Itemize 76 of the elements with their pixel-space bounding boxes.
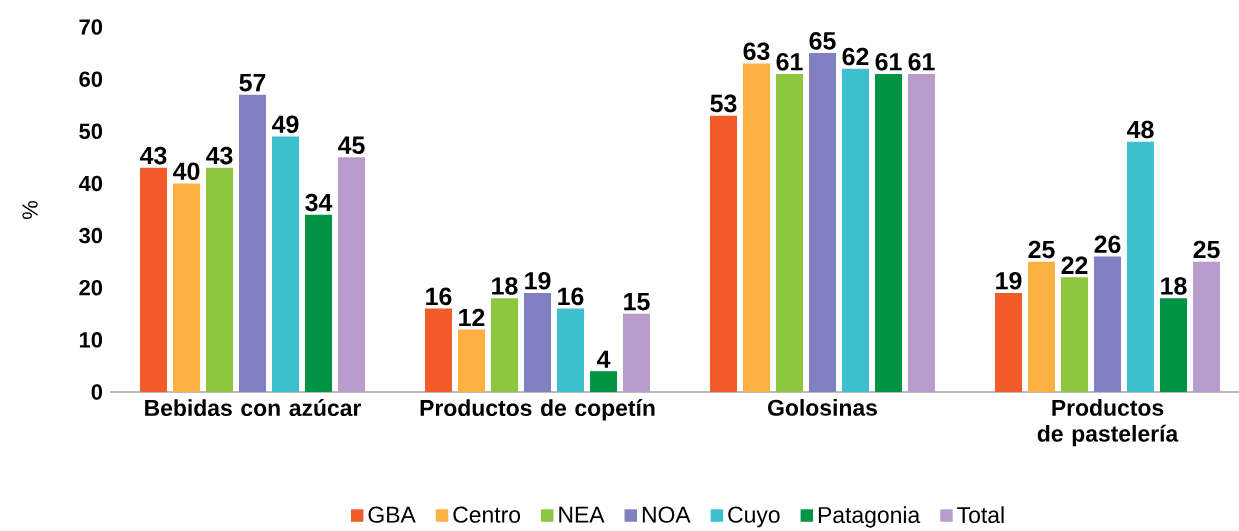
y-axis-title: %: [22, 201, 38, 219]
x-tick-label: Bebidas con azúcar: [145, 399, 361, 417]
data-label: 25: [1193, 240, 1220, 259]
bar: [842, 68, 870, 392]
bar: [1061, 277, 1089, 392]
y-tick-label: 40: [78, 175, 103, 192]
data-label: 4: [596, 350, 611, 368]
data-label: 63: [743, 42, 770, 61]
bar: [710, 115, 738, 392]
bar: [458, 329, 486, 392]
data-label: 22: [1061, 256, 1088, 274]
data-label: 49: [272, 115, 299, 134]
bar: [1127, 141, 1155, 392]
bar: [491, 298, 519, 392]
legend-label: Total: [957, 506, 1004, 524]
data-label: 16: [558, 287, 584, 306]
bar: [995, 292, 1023, 392]
data-label: 40: [173, 162, 200, 181]
y-tick-label: 70: [79, 19, 103, 35]
data-label: 48: [1127, 120, 1154, 139]
data-label: 34: [305, 193, 333, 212]
y-tick-label: 60: [79, 71, 103, 87]
legend-label: Cuyo: [728, 506, 780, 528]
data-label: 25: [1028, 240, 1055, 259]
data-label: 16: [426, 287, 452, 306]
bar: [206, 167, 233, 392]
data-label: 61: [776, 52, 803, 71]
x-tick-label: Golosinas: [768, 399, 877, 416]
bar: [272, 136, 300, 392]
data-label: 62: [842, 47, 869, 66]
data-label: 19: [996, 271, 1022, 290]
legend-label: NOA: [642, 506, 691, 523]
data-label: 53: [710, 94, 737, 113]
bar: [1160, 298, 1188, 392]
bar: [1028, 261, 1056, 392]
y-tick-label: 20: [79, 279, 103, 296]
data-label: 57: [239, 74, 266, 92]
bar: [173, 183, 200, 392]
data-label: 18: [1161, 277, 1187, 295]
data-label: 15: [624, 293, 650, 311]
y-tick-label: 10: [79, 332, 103, 348]
bar: [239, 94, 267, 392]
data-label: 43: [206, 146, 233, 165]
y-tick-label: 50: [79, 123, 103, 140]
bar: [338, 157, 366, 392]
bar: [743, 63, 771, 392]
legend-label: NEA: [559, 506, 605, 523]
bar: [908, 73, 936, 392]
data-label: 61: [875, 52, 902, 71]
y-tick-label: 0: [91, 384, 103, 400]
data-label: 43: [140, 146, 167, 165]
data-label: 12: [459, 308, 485, 327]
y-tick-label: 30: [79, 227, 103, 244]
bar: [1094, 256, 1122, 392]
bar: [1193, 261, 1221, 392]
data-label: 45: [338, 136, 365, 154]
bar: [524, 292, 552, 392]
data-label: 26: [1094, 235, 1121, 254]
bar: [305, 214, 333, 392]
bar: [590, 371, 618, 392]
legend-label: GBA: [368, 506, 416, 523]
legend-label: Centro: [453, 506, 521, 523]
data-label: 65: [809, 32, 836, 50]
x-tick-label: Productos de pastelería: [1037, 399, 1179, 447]
legend-label: Patagonia: [818, 506, 921, 528]
bar: [140, 167, 167, 392]
data-label: 18: [492, 277, 518, 295]
bar: [557, 308, 585, 392]
x-tick-label: Productos de copetín: [420, 399, 655, 421]
bar: [809, 53, 837, 392]
bar: [776, 73, 804, 392]
bar: [623, 313, 651, 392]
data-label: 19: [525, 271, 551, 290]
data-label: 61: [908, 52, 935, 71]
bar: [875, 73, 903, 392]
bar: [425, 308, 453, 392]
